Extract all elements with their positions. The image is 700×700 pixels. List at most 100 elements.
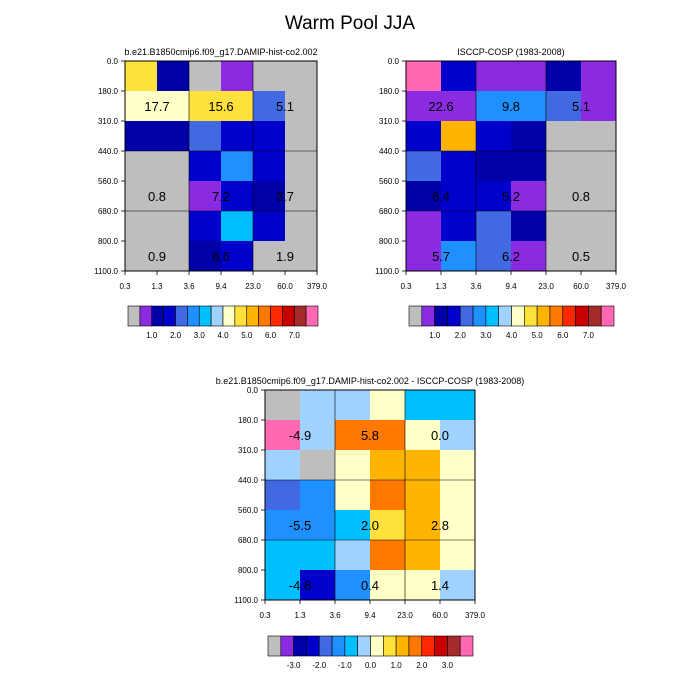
- heatmap-cell: [285, 241, 318, 272]
- heatmap-cell: [253, 91, 286, 122]
- heatmap-cell: [189, 91, 222, 122]
- colorbar-swatch: [562, 305, 576, 327]
- heatmap-cell: [441, 61, 477, 92]
- heatmap-panel-observations: ISCCP-COSP (1983-2008) 0.0 180.0 310.0 440.0…: [375, 47, 626, 291]
- y-tick-label: 1100.0: [94, 267, 118, 276]
- colorbar-observations: 1.0 2.0 3.0 4.0 5.0 6.0 7.0: [408, 305, 615, 340]
- heatmap-cell: [335, 420, 371, 451]
- heatmap-cell: [405, 510, 441, 541]
- heatmap-cell: [476, 91, 512, 122]
- heatmap-panel-difference: b.e21.B1850cmip6.f09_g17.DAMIP-hist-co2.…: [216, 376, 525, 620]
- cell-value-label: 2.0: [361, 518, 379, 533]
- heatmap-cell: [300, 540, 336, 571]
- y-tick-label: 680.0: [238, 536, 259, 545]
- heatmap-panel-model: b.e21.B1850cmip6.f09_g17.DAMIP-hist-co2.…: [94, 47, 327, 291]
- y-tick-label: 440.0: [98, 147, 119, 156]
- heatmap-cell: [125, 181, 158, 212]
- heatmap-cell: [265, 480, 301, 511]
- x-tick-label: 3.6: [470, 282, 482, 291]
- cell-value-label: 9.8: [502, 99, 520, 114]
- heatmap-cell: [157, 121, 190, 152]
- heatmap-cell: [189, 211, 222, 242]
- heatmap-cell: [335, 480, 371, 511]
- heatmap-cell: [300, 570, 336, 601]
- heatmap-cell: [221, 61, 254, 92]
- heatmap-cell: [370, 420, 406, 451]
- heatmap-cell: [189, 61, 222, 92]
- heatmap-cell: [335, 570, 371, 601]
- cell-value-label: -5.5: [289, 518, 311, 533]
- cell-value-label: 22.6: [428, 99, 453, 114]
- heatmap-cell: [511, 211, 547, 242]
- colorbar-swatch: [127, 305, 141, 327]
- colorbar-swatch: [293, 305, 307, 327]
- heatmap-cell: [335, 510, 371, 541]
- x-tick-label: 1.3: [435, 282, 447, 291]
- colorbar-swatch: [187, 305, 200, 327]
- heatmap-cell: [546, 241, 582, 272]
- cell-value-label: 0.5: [572, 249, 590, 264]
- heatmap-cell: [300, 450, 336, 481]
- heatmap-cell: [125, 211, 158, 242]
- y-tick-label: 1100.0: [375, 267, 399, 276]
- cell-value-label: -4.9: [289, 428, 311, 443]
- colorbar-swatch: [421, 305, 435, 327]
- heatmap-cell: [406, 241, 442, 272]
- heatmap-cell: [441, 121, 477, 152]
- cell-value-label: 5.2: [502, 189, 520, 204]
- colorbar-swatch: [472, 305, 487, 327]
- heatmap-cell: [253, 181, 286, 212]
- heatmap-cell: [300, 480, 336, 511]
- x-tick-label: 23.0: [245, 282, 261, 291]
- colorbar-swatch: [447, 305, 461, 327]
- heatmap-cell: [300, 390, 336, 421]
- heatmap-cell: [441, 91, 477, 122]
- colorbar-swatch: [280, 635, 294, 657]
- colorbar-swatch: [163, 305, 176, 327]
- cell-value-label: 5.1: [276, 99, 294, 114]
- heatmap-cell: [285, 211, 318, 242]
- y-tick-label: 560.0: [98, 177, 119, 186]
- figure-title: Warm Pool JJA: [285, 13, 416, 34]
- cell-value-label: 3.7: [276, 189, 294, 204]
- colorbar-swatch: [549, 305, 564, 327]
- colorbar-swatch: [222, 305, 236, 327]
- colorbar-swatch: [447, 635, 461, 657]
- colorbar-label: 5.0: [532, 331, 544, 340]
- heatmap-cell: [476, 241, 512, 272]
- y-tick-label: 440.0: [238, 476, 259, 485]
- colorbar-swatch: [485, 305, 499, 327]
- heatmap-cell: [476, 151, 512, 182]
- colorbar-label: 2.0: [170, 331, 182, 340]
- cell-value-label: 6.6: [212, 249, 230, 264]
- heatmap-cell: [125, 241, 158, 272]
- heatmap-cell: [581, 91, 617, 122]
- heatmap-cell: [405, 390, 441, 421]
- heatmap-cell: [221, 241, 254, 272]
- panel-title: b.e21.B1850cmip6.f09_g17.DAMIP-hist-co2.…: [124, 47, 317, 57]
- colorbar-label: 2.0: [455, 331, 467, 340]
- cell-value-label: 5.7: [432, 249, 450, 264]
- heatmap-cell: [265, 390, 301, 421]
- colorbar-swatch: [459, 635, 474, 657]
- colorbar-label: 3.0: [442, 661, 454, 670]
- y-tick-label: 440.0: [379, 147, 400, 156]
- x-tick-label: 9.4: [364, 611, 376, 620]
- colorbar-swatch: [234, 305, 248, 327]
- heatmap-cell: [157, 91, 190, 122]
- colorbar-swatch: [395, 635, 410, 657]
- heatmap-cell: [265, 450, 301, 481]
- heatmap-cell: [157, 211, 190, 242]
- x-tick-label: 9.4: [215, 282, 227, 291]
- cell-value-label: 2.8: [431, 518, 449, 533]
- heatmap-cell: [157, 151, 190, 182]
- heatmap-cell: [406, 181, 442, 212]
- heatmap-cell: [511, 151, 547, 182]
- x-tick-label: 0.3: [400, 282, 412, 291]
- heatmap-cell: [511, 91, 547, 122]
- cell-value-label: 0.8: [572, 189, 590, 204]
- colorbar-label: -3.0: [287, 661, 301, 670]
- y-tick-label: 180.0: [238, 416, 259, 425]
- heatmap-cell: [265, 420, 301, 451]
- cell-value-label: 5.1: [572, 99, 590, 114]
